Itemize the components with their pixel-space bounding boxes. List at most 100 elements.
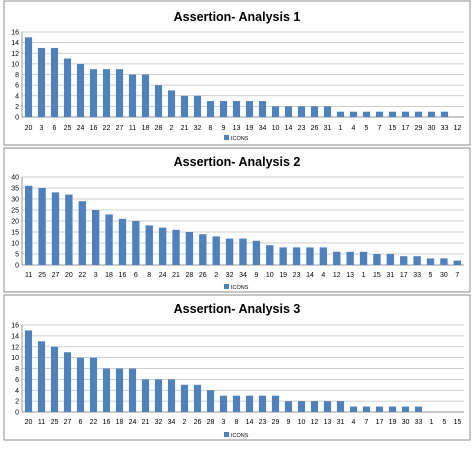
x-tick-label: 32 — [194, 125, 202, 132]
x-tick-label: 9 — [222, 125, 226, 132]
bar-7 — [362, 406, 371, 412]
bar-3 — [37, 47, 46, 117]
chart-title: Assertion- Analysis 3 — [174, 302, 301, 316]
bar-25 — [38, 188, 46, 265]
legend: ICONS — [224, 432, 249, 439]
x-tick-label: 30 — [402, 419, 410, 426]
legend-label: ICONS — [231, 136, 249, 142]
y-tick-label: 0 — [15, 115, 19, 122]
x-tick-label: 27 — [52, 272, 60, 279]
bar-26 — [199, 234, 207, 265]
x-tick-label: 33 — [415, 419, 423, 426]
bar-9 — [284, 401, 293, 412]
x-tick-label: 5 — [365, 125, 369, 132]
x-tick-label: 11 — [129, 125, 136, 132]
x-tick-label: 16 — [90, 125, 98, 132]
bar-5 — [362, 111, 371, 117]
bar-23 — [258, 395, 267, 412]
x-tick-label: 23 — [259, 419, 267, 426]
x-tick-label: 10 — [272, 125, 280, 132]
x-tick-label: 17 — [402, 125, 410, 132]
bar-14 — [245, 395, 254, 412]
bar-27 — [115, 69, 124, 117]
bar-19 — [279, 247, 287, 265]
bar-33 — [413, 256, 421, 265]
x-tick-label: 1 — [362, 272, 366, 279]
x-tick-label: 34 — [168, 419, 176, 426]
bar-32 — [154, 379, 163, 412]
x-tick-label: 5 — [443, 419, 447, 426]
x-tick-label: 2 — [214, 272, 218, 279]
bar-16 — [118, 218, 127, 265]
x-tick-label: 8 — [235, 419, 239, 426]
bar-9 — [252, 240, 261, 265]
y-tick-label: 35 — [11, 186, 19, 193]
x-tick-label: 1 — [430, 419, 434, 426]
bar-12 — [333, 251, 341, 265]
bar-19 — [245, 101, 254, 117]
x-tick-label: 17 — [376, 419, 384, 426]
bar-15 — [373, 254, 381, 265]
bar-13 — [323, 401, 332, 412]
legend-swatch — [224, 284, 229, 289]
y-tick-label: 16 — [11, 323, 19, 330]
bar-1 — [336, 111, 345, 117]
legend-label: ICONS — [231, 433, 249, 439]
x-tick-label: 11 — [38, 419, 45, 426]
x-tick-label: 26 — [199, 272, 207, 279]
bar-31 — [386, 254, 395, 265]
x-tick-label: 24 — [129, 419, 137, 426]
bar-16 — [89, 69, 98, 117]
x-tick-label: 33 — [413, 272, 421, 279]
x-tick-label: 32 — [226, 272, 234, 279]
x-tick-label: 26 — [194, 419, 202, 426]
bar-4 — [319, 247, 328, 265]
x-tick-label: 14 — [306, 272, 314, 279]
x-tick-label: 34 — [239, 272, 247, 279]
bar-24 — [128, 368, 137, 412]
bar-14 — [306, 247, 314, 265]
y-tick-label: 10 — [11, 241, 19, 248]
x-tick-label: 15 — [454, 419, 462, 426]
bar-6 — [50, 47, 59, 117]
x-tick-label: 2 — [183, 419, 187, 426]
x-tick-label: 7 — [455, 272, 459, 279]
x-tick-label: 30 — [440, 272, 448, 279]
bar-3 — [91, 210, 100, 265]
x-tick-label: 18 — [105, 272, 113, 279]
x-tick-label: 7 — [378, 125, 382, 132]
bar-8 — [232, 395, 241, 412]
bar-23 — [292, 247, 301, 265]
x-tick-label: 16 — [119, 272, 127, 279]
x-tick-label: 19 — [279, 272, 287, 279]
bar-13 — [232, 101, 241, 117]
bar-15 — [388, 111, 397, 117]
x-tick-label: 32 — [155, 419, 163, 426]
x-tick-label: 8 — [209, 125, 213, 132]
x-tick-label: 27 — [64, 419, 72, 426]
bar-30 — [440, 258, 448, 265]
x-tick-label: 29 — [272, 419, 280, 426]
bar-9 — [219, 101, 228, 117]
x-tick-label: 1 — [339, 125, 343, 132]
chart-frame — [3, 147, 471, 293]
chart-title: Assertion- Analysis 2 — [174, 155, 301, 169]
bar-25 — [50, 346, 59, 412]
y-tick-label: 6 — [15, 83, 19, 90]
y-tick-label: 14 — [11, 40, 19, 47]
bar-10 — [297, 401, 306, 412]
x-tick-label: 19 — [389, 419, 397, 426]
x-tick-label: 25 — [64, 125, 72, 132]
x-tick-label: 5 — [429, 272, 433, 279]
y-tick-label: 25 — [11, 208, 19, 215]
bar-34 — [258, 101, 267, 117]
x-tick-label: 6 — [79, 419, 83, 426]
bar-14 — [284, 106, 293, 117]
x-tick-label: 6 — [134, 272, 138, 279]
y-tick-label: 40 — [11, 175, 19, 182]
chart-title: Assertion- Analysis 1 — [174, 10, 301, 24]
bar-18 — [141, 74, 150, 117]
x-tick-label: 19 — [246, 125, 254, 132]
